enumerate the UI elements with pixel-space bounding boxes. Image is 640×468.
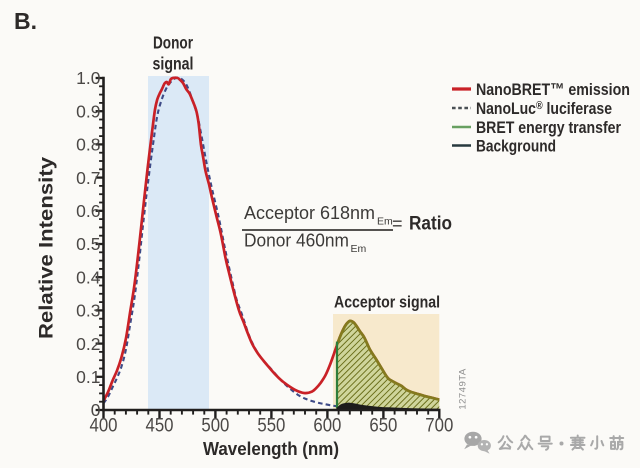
- svg-text:Relative Intensity: Relative Intensity: [36, 157, 58, 339]
- svg-text:=: =: [392, 214, 403, 234]
- svg-text:B.: B.: [14, 8, 37, 34]
- svg-text:12749TA: 12749TA: [458, 368, 469, 410]
- svg-text:550: 550: [257, 416, 285, 437]
- svg-text:0.7: 0.7: [76, 168, 100, 188]
- svg-text:Donor 460nm: Donor 460nm: [244, 231, 349, 251]
- svg-text:signal: signal: [153, 54, 194, 74]
- svg-text:1.0: 1.0: [76, 68, 101, 88]
- svg-text:NanoLuc® luciferase: NanoLuc® luciferase: [476, 99, 612, 118]
- svg-text:0.1: 0.1: [76, 367, 100, 387]
- svg-text:0: 0: [91, 400, 101, 420]
- svg-text:0.3: 0.3: [76, 301, 100, 321]
- svg-text:650: 650: [369, 416, 397, 437]
- svg-text:0.2: 0.2: [76, 334, 100, 354]
- svg-text:Ratio: Ratio: [409, 214, 452, 235]
- svg-text:0.6: 0.6: [76, 201, 100, 221]
- svg-text:400: 400: [90, 416, 118, 437]
- svg-text:600: 600: [313, 416, 341, 437]
- svg-text:450: 450: [146, 416, 174, 437]
- svg-text:0.5: 0.5: [76, 234, 100, 254]
- svg-text:Background: Background: [476, 137, 556, 156]
- svg-text:0.8: 0.8: [76, 135, 100, 155]
- svg-text:NanoBRET™ emission: NanoBRET™ emission: [476, 80, 630, 99]
- svg-text:0.4: 0.4: [76, 267, 101, 287]
- svg-text:500: 500: [201, 416, 229, 437]
- svg-text:Em: Em: [351, 243, 367, 255]
- svg-text:Wavelength (nm): Wavelength (nm): [203, 438, 339, 459]
- svg-text:BRET energy transfer: BRET energy transfer: [476, 118, 621, 137]
- svg-text:Acceptor signal: Acceptor signal: [334, 293, 440, 312]
- svg-text:700: 700: [425, 416, 453, 437]
- svg-text:0.9: 0.9: [76, 101, 100, 121]
- svg-text:Donor: Donor: [153, 33, 193, 53]
- svg-text:Em: Em: [377, 216, 393, 228]
- svg-text:Acceptor 618nm: Acceptor 618nm: [244, 203, 375, 223]
